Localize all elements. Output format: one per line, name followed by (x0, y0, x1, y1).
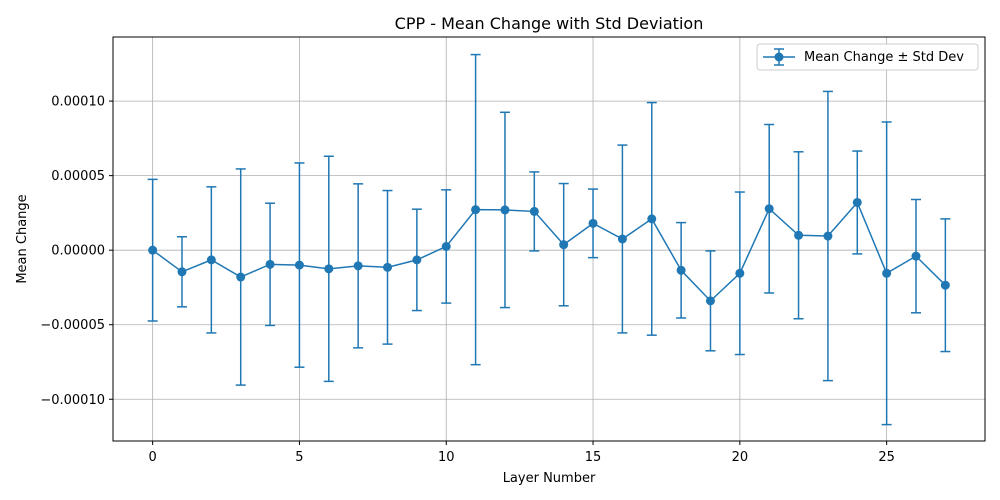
data-point (353, 261, 363, 271)
data-point (471, 205, 481, 215)
legend-marker (763, 48, 795, 66)
x-tick-label: 20 (732, 450, 749, 465)
series-line (152, 201, 946, 302)
x-tick-label: 25 (878, 450, 895, 465)
data-point (764, 204, 774, 214)
data-points (148, 197, 950, 306)
data-point (236, 272, 246, 282)
data-point (412, 255, 422, 265)
data-point (500, 205, 510, 215)
legend: Mean Change ± Std Dev (756, 43, 979, 71)
series-line-group (152, 201, 946, 302)
y-tick-label: −0.00010 (40, 393, 105, 408)
data-point (911, 251, 921, 261)
x-tick-label: 5 (295, 450, 303, 465)
legend-box (756, 43, 979, 71)
x-tick-label: 15 (585, 450, 602, 465)
data-point (206, 255, 216, 265)
x-tick-label: 0 (148, 450, 156, 465)
data-point (177, 267, 187, 277)
data-point (529, 206, 539, 216)
data-point (324, 264, 334, 274)
data-point (735, 268, 745, 278)
legend-entry-label: Mean Change ± Std Dev (804, 50, 964, 65)
data-point (852, 197, 862, 207)
data-point (647, 214, 657, 224)
data-point (823, 231, 833, 241)
data-point (588, 218, 598, 228)
data-point (794, 230, 804, 240)
data-point (882, 268, 892, 278)
axis-ticks: 0 5 10 15 20 25 −0.00010 −0.00005 0.00000 0.00005… (40, 95, 895, 465)
data-point (705, 296, 715, 306)
data-point (383, 262, 393, 272)
y-tick-label: 0.00010 (51, 95, 105, 110)
y-tick-label: −0.00005 (40, 318, 105, 333)
data-point (940, 280, 950, 290)
x-tick-label: 10 (438, 450, 455, 465)
y-tick-label: 0.00005 (51, 169, 105, 184)
y-axis-label: Mean Change (15, 194, 30, 283)
data-point (148, 245, 158, 255)
data-point (294, 260, 304, 270)
data-point (441, 241, 451, 251)
data-point (617, 234, 627, 244)
plot-frame (112, 36, 986, 442)
x-axis-label: Layer Number (503, 471, 596, 486)
data-point (265, 259, 275, 269)
chart-title: CPP - Mean Change with Std Deviation (395, 14, 704, 33)
data-point (676, 265, 686, 275)
data-point (559, 240, 569, 250)
y-tick-label: 0.00000 (51, 244, 105, 259)
